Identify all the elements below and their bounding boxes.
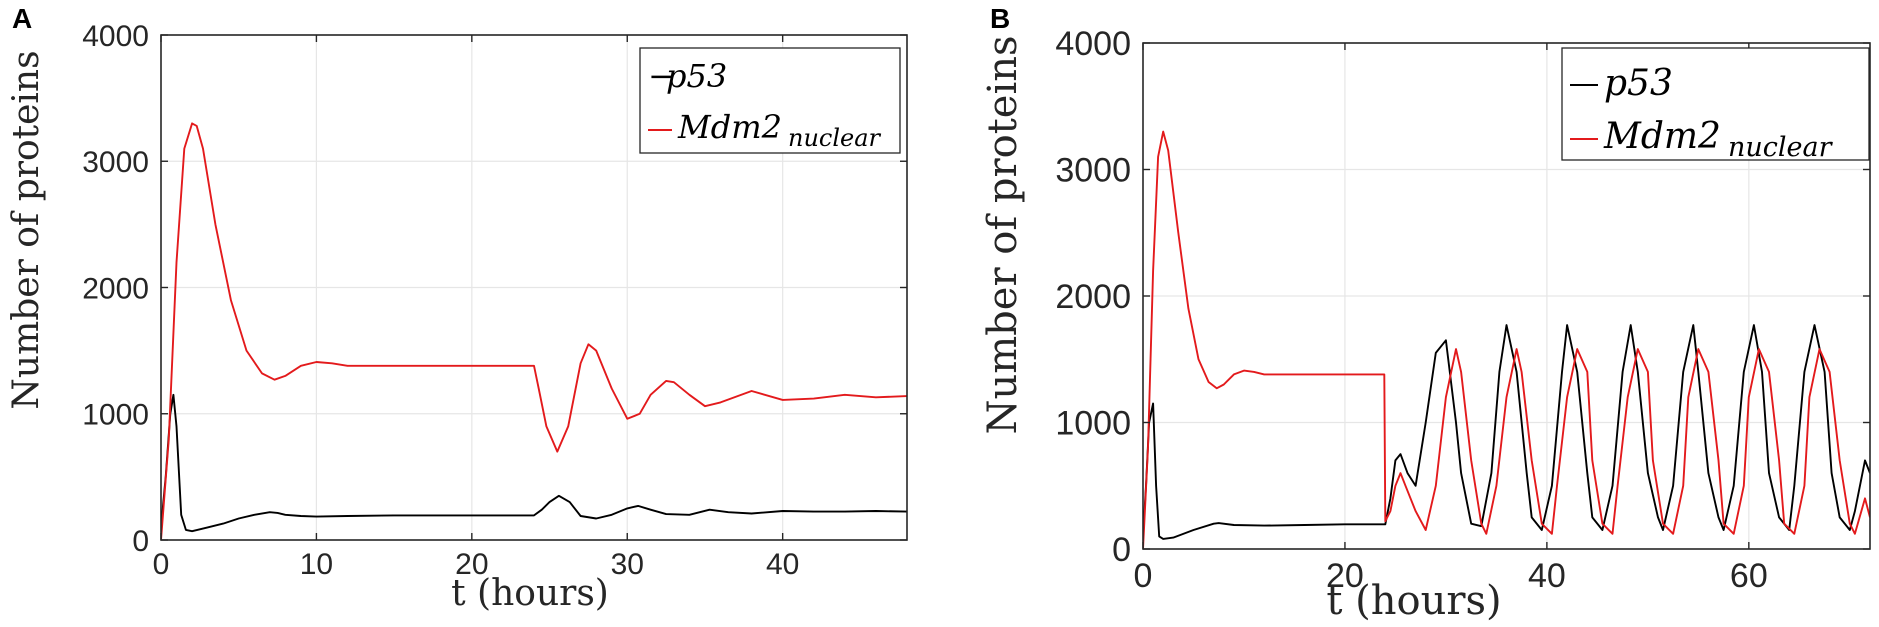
panel-b-legend: p53 Mdm2 nuclear xyxy=(1561,47,1870,163)
panel-a-ytick-label-3: 3000 xyxy=(82,146,149,179)
panel-b-xtick-label-2: 40 xyxy=(1528,557,1566,595)
panel-b-series xyxy=(1143,130,1870,549)
panel-b-ytick-label-4: 4000 xyxy=(1055,25,1131,63)
panel-a-xtick-label-3: 30 xyxy=(611,548,644,581)
panel-a-legend-p53-prefix: − xyxy=(648,57,675,95)
panel-a-ytick-label-4: 4000 xyxy=(82,20,149,53)
panel-b-xlabel: t (hours) xyxy=(1326,578,1501,624)
panel-a-legend-p53: p53 xyxy=(666,57,727,95)
panel-a-ylabel: Number of proteins xyxy=(6,50,47,409)
panel-b-axes: 0 20 40 60 0 1000 2000 3000 4000 xyxy=(1055,25,1871,595)
panel-a-xtick-label-1: 10 xyxy=(300,548,333,581)
panel-b-ytick-label-0: 0 xyxy=(1112,531,1131,569)
panel-b-legend-box xyxy=(1561,47,1870,161)
panel-a-legend: − p53 Mdm2 nuclear xyxy=(639,47,901,154)
panel-b-series-p53-line xyxy=(1143,324,1870,540)
panel-a-xtick-label-2: 20 xyxy=(455,548,488,581)
panel-a-letter: A xyxy=(12,3,32,34)
panel-a-ytick-label-2: 2000 xyxy=(82,272,149,305)
panel-a-axes: 0 10 20 30 40 0 1000 2000 3000 4000 xyxy=(82,20,908,581)
panel-b-xtick-label-0: 0 xyxy=(1134,557,1153,595)
panel-a-series xyxy=(161,122,907,540)
panel-a-ytick-label-0: 0 xyxy=(132,525,149,558)
panel-b: B 0 20 40 60 0 1000 2000 3000 4000 t (hours) Num… xyxy=(980,3,1871,624)
panel-a-series-p53-line xyxy=(161,393,907,533)
panel-b-legend-mdm2: Mdm2 xyxy=(1603,116,1721,157)
panel-a-series-mdm2-line xyxy=(161,122,907,540)
panel-b-legend-mdm2-sub: nuclear xyxy=(1728,132,1834,163)
panel-a: A 0 10 20 30 40 0 1000 2000 3000 4000 t (hours) N… xyxy=(6,3,908,614)
panel-a-xlabel: t (hours) xyxy=(451,573,609,614)
panel-b-ytick-label-1: 1000 xyxy=(1055,405,1131,443)
panel-a-legend-mdm2: Mdm2 xyxy=(677,108,782,146)
panel-a-legend-mdm2-sub: nuclear xyxy=(788,124,882,152)
panel-b-legend-p53: p53 xyxy=(1604,63,1673,104)
panel-b-ytick-label-3: 3000 xyxy=(1055,152,1131,190)
panel-b-ytick-label-2: 2000 xyxy=(1055,278,1131,316)
panel-b-series-mdm2-line xyxy=(1143,130,1870,549)
panel-a-ytick-label-1: 1000 xyxy=(82,399,149,432)
panel-b-xtick-label-3: 60 xyxy=(1730,557,1768,595)
panel-b-letter: B xyxy=(990,3,1010,34)
panel-a-legend-box xyxy=(639,47,901,154)
panel-a-xtick-label-0: 0 xyxy=(153,548,170,581)
panel-a-xtick-label-4: 40 xyxy=(766,548,799,581)
panel-b-ylabel: Number of proteins xyxy=(980,35,1026,434)
panel-b-xtick-label-1: 20 xyxy=(1326,557,1364,595)
